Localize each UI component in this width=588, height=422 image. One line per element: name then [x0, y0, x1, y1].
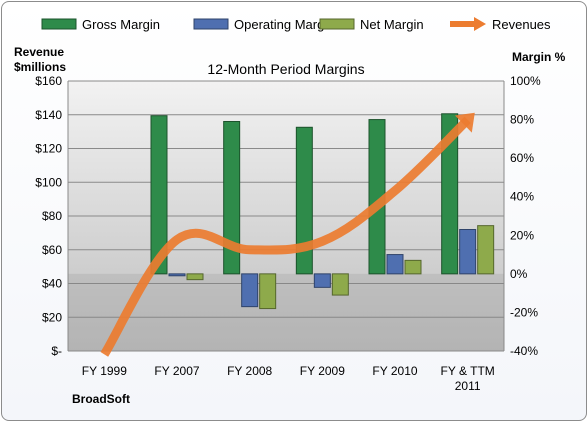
company-label: BroadSoft: [72, 392, 130, 406]
right-tick-label: 60%: [510, 151, 534, 165]
legend-label: Operating Margin: [234, 17, 334, 32]
right-tick-label: -40%: [510, 344, 538, 358]
left-axis-title: Revenue: [14, 45, 64, 59]
left-axis-title: $millions: [14, 60, 66, 74]
left-tick-label: $120: [35, 142, 62, 156]
right-tick-label: 40%: [510, 190, 534, 204]
legend-label: Gross Margin: [82, 17, 160, 32]
category-label: FY 2008: [227, 364, 272, 378]
legend-label: Revenues: [492, 17, 551, 32]
below-zero-shade: [68, 273, 504, 351]
left-tick-label: $60: [42, 243, 62, 257]
left-tick-label: $140: [35, 108, 62, 122]
right-axis: -40% -20% 0% 20% 40% 60% 80% 100%: [510, 74, 541, 358]
operating-margin-bar: [168, 273, 186, 277]
left-tick-label: $100: [35, 175, 62, 189]
left-axis: $- $20 $40 $60 $80 $100 $120 $140 $160: [35, 74, 62, 358]
left-tick-label: $20: [42, 310, 62, 324]
legend-swatch: [41, 18, 77, 30]
net-margin-bar: [404, 259, 422, 275]
gross-margin-bar: [441, 113, 459, 275]
category-label: 2011: [455, 379, 481, 393]
category-axis: FY 1999 FY 2007 FY 2008 FY 2009 FY 2010 FY & …: [82, 364, 495, 393]
category-label: FY 2009: [300, 364, 345, 378]
right-tick-label: 100%: [510, 74, 541, 88]
left-tick-label: $80: [42, 209, 62, 223]
legend-label: Net Margin: [360, 17, 424, 32]
revenues-arrowhead: [454, 112, 475, 133]
chart-title: 12-Month Period Margins: [207, 61, 364, 77]
category-label: FY 2007: [154, 364, 199, 378]
left-tick-label: $40: [42, 277, 62, 291]
gross-margin-bar: [150, 115, 168, 275]
right-tick-label: 20%: [510, 228, 534, 242]
category-label: FY & TTM: [441, 364, 495, 378]
net-margin-bar: [477, 225, 495, 275]
gross-margin-bar: [295, 126, 313, 275]
revenue-line: [100, 112, 475, 357]
net-margin-bar: [331, 273, 349, 296]
left-tick-label: $160: [35, 74, 62, 88]
operating-margin-bar: [313, 273, 331, 288]
operating-margin-bar: [386, 254, 404, 275]
category-label: FY 2010: [372, 364, 417, 378]
bar-series: [150, 113, 495, 310]
net-margin-bar: [259, 273, 277, 310]
legend-swatch: [193, 18, 229, 30]
left-tick-label: $-: [51, 344, 62, 358]
right-tick-label: 0%: [510, 267, 528, 281]
right-tick-label: 80%: [510, 113, 534, 127]
net-margin-bar: [186, 273, 204, 281]
revenues-line: [100, 116, 471, 357]
legend: Gross Margin Operating Margin Net Margin Re…: [41, 17, 551, 32]
right-axis-title: Margin %: [512, 50, 566, 64]
legend-arrow-swatch: [474, 17, 486, 31]
legend-swatch: [319, 18, 355, 30]
zero-band: [68, 273, 504, 351]
gross-margin-bar: [223, 121, 241, 275]
operating-margin-bar: [459, 229, 477, 275]
category-label: FY 1999: [82, 364, 127, 378]
right-tick-label: -20%: [510, 305, 538, 319]
operating-margin-bar: [241, 273, 259, 308]
axis-titles: Revenue$millions Margin %: [14, 45, 566, 74]
